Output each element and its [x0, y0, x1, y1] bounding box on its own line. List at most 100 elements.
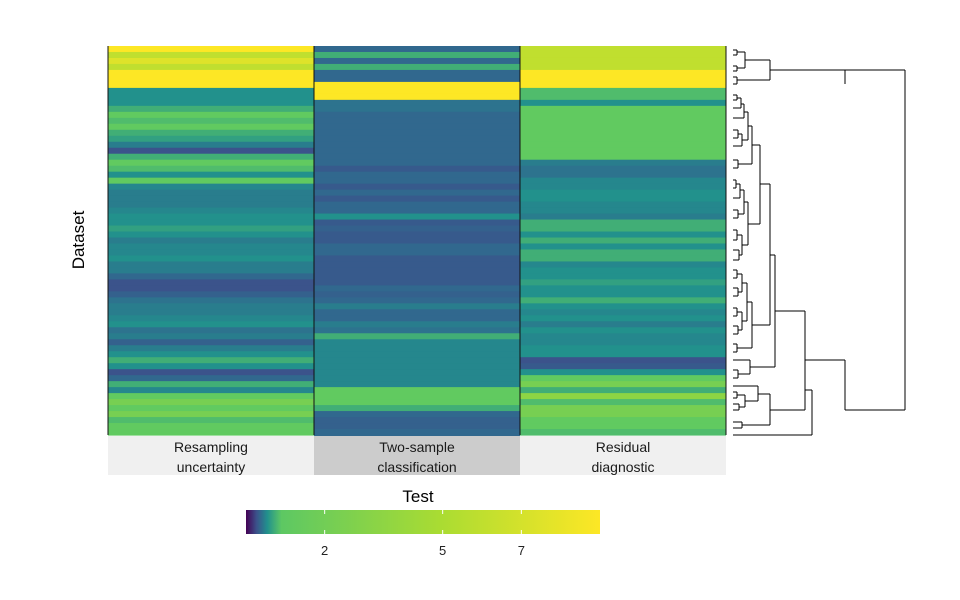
- heatmap-cell: [108, 165, 314, 173]
- heatmap-cell: [314, 429, 520, 436]
- heatmap-cell: [314, 195, 520, 203]
- legend-tick-label: 7: [518, 543, 525, 558]
- heatmap-cell: [314, 141, 520, 149]
- heatmap-cell: [520, 99, 726, 107]
- heatmap-cell: [520, 57, 726, 65]
- heatmap-cell: [520, 195, 726, 203]
- heatmap-cell: [314, 171, 520, 179]
- heatmap-cell: [314, 99, 520, 107]
- heatmap-cell: [108, 243, 314, 251]
- heatmap-cell: [520, 255, 726, 263]
- heatmap-cell: [314, 393, 520, 400]
- heatmap-cell: [314, 93, 520, 101]
- heatmap-cell: [520, 297, 726, 304]
- heatmap-cell: [108, 417, 314, 424]
- heatmap-cell: [520, 141, 726, 149]
- heatmap-cell: [108, 291, 314, 298]
- heatmap-cell: [520, 219, 726, 227]
- heatmap-cell: [314, 369, 520, 376]
- heatmap-cell: [520, 237, 726, 245]
- column-strip-background: [314, 436, 520, 475]
- heatmap-cell: [520, 363, 726, 370]
- heatmap-cell: [108, 297, 314, 304]
- heatmap-cell: [314, 261, 520, 269]
- heatmap-cell: [314, 51, 520, 59]
- heatmap-cell: [314, 135, 520, 143]
- heatmap-cell: [520, 117, 726, 125]
- heatmap-cell: [108, 213, 314, 221]
- heatmap-cell: [520, 183, 726, 191]
- heatmap-cell: [520, 327, 726, 334]
- heatmap-cell: [520, 285, 726, 292]
- heatmap-cell: [520, 75, 726, 83]
- heatmap-cell: [108, 423, 314, 430]
- heatmap-cell: [520, 369, 726, 376]
- heatmap-cell: [314, 207, 520, 215]
- heatmap-cell: [520, 345, 726, 352]
- heatmap-cell: [314, 327, 520, 334]
- heatmap-cell: [314, 255, 520, 263]
- heatmap-cell: [108, 159, 314, 167]
- heatmap-cell: [314, 375, 520, 382]
- heatmap-cell: [314, 183, 520, 191]
- heatmap-cell: [108, 69, 314, 77]
- heatmap-cell: [520, 333, 726, 340]
- heatmap-cell: [108, 279, 314, 286]
- heatmap-cell: [520, 135, 726, 143]
- heatmap-cell: [314, 201, 520, 209]
- heatmap-cell: [314, 279, 520, 286]
- heatmap-cell: [520, 261, 726, 269]
- heatmap-cell: [108, 357, 314, 364]
- heatmap-cell: [520, 147, 726, 155]
- heatmap-cell: [520, 69, 726, 77]
- heatmap-cell: [108, 105, 314, 113]
- heatmap-cell: [108, 315, 314, 322]
- heatmap-cell: [314, 423, 520, 430]
- heatmap-cell: [108, 93, 314, 101]
- heatmap-cell: [108, 195, 314, 203]
- column-strip: Residual diagnostic: [520, 436, 726, 475]
- heatmap-cell: [314, 219, 520, 227]
- column-label: diagnostic: [591, 459, 654, 475]
- heatmap-cell: [108, 345, 314, 352]
- heatmap-cell: [108, 339, 314, 346]
- heatmap-cell: [314, 105, 520, 113]
- heatmap-cell: [108, 123, 314, 131]
- heatmap-cell: [108, 141, 314, 149]
- heatmap-cell: [520, 399, 726, 406]
- heatmap-cell: [314, 189, 520, 197]
- heatmap-cell: [314, 177, 520, 185]
- heatmap-cell: [314, 291, 520, 298]
- heatmap-cell: [108, 363, 314, 370]
- heatmap-cell: [108, 231, 314, 239]
- heatmap-cell: [108, 267, 314, 275]
- heatmap-cell: [520, 387, 726, 394]
- heatmap-cell: [108, 117, 314, 125]
- heatmap-cell: [108, 405, 314, 412]
- heatmap-cell: [520, 315, 726, 322]
- heatmap-cell: [314, 69, 520, 77]
- heatmap-cell: [314, 225, 520, 233]
- legend-tick-label: 5: [439, 543, 446, 558]
- heatmap-cell: [108, 249, 314, 257]
- heatmap-cell: [520, 159, 726, 167]
- heatmap-cell: [314, 267, 520, 275]
- heatmap-cell: [314, 153, 520, 161]
- heatmap-cell: [314, 87, 520, 95]
- heatmap-cell: [520, 393, 726, 400]
- heatmap-cell: [108, 87, 314, 95]
- heatmap-cell: [520, 51, 726, 59]
- heatmap-cell: [108, 129, 314, 137]
- column-label: Residual: [596, 439, 650, 455]
- legend-tick-label: 2: [321, 543, 328, 558]
- heatmap-cell: [520, 357, 726, 364]
- heatmap-cell: [314, 273, 520, 280]
- heatmap-cell: [314, 57, 520, 65]
- heatmap-cell: [108, 255, 314, 263]
- heatmap-cell: [108, 327, 314, 334]
- heatmap-cell: [520, 309, 726, 316]
- column-strips: Resampling uncertainty Two-sample classific…: [108, 436, 726, 475]
- heatmap-cell: [520, 123, 726, 131]
- heatmap-cell: [108, 375, 314, 382]
- column-label: Resampling: [174, 439, 248, 455]
